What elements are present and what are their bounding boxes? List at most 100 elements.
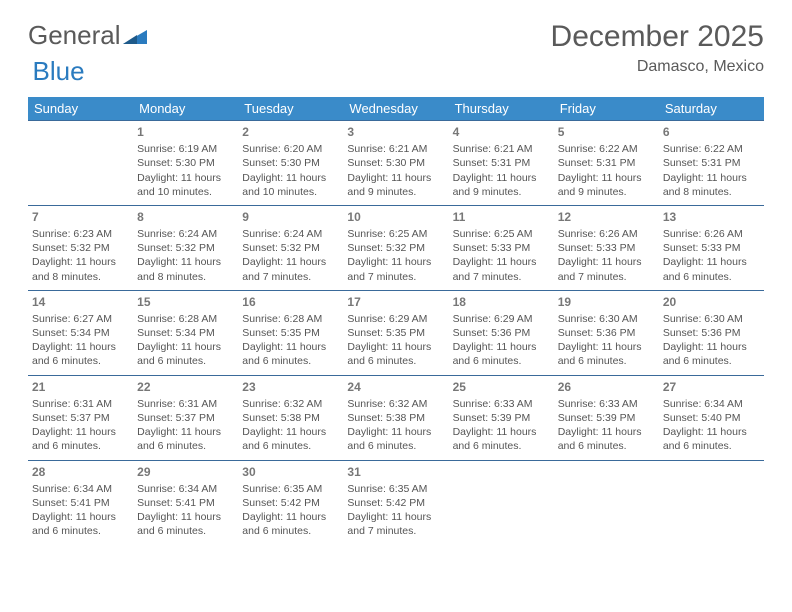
sunset-text: Sunset: 5:34 PM [137,326,234,340]
day-text: Daylight: 11 hours and 6 minutes. [663,425,760,453]
calendar-day-cell: 4Sunrise: 6:21 AMSunset: 5:31 PMDaylight… [449,121,554,206]
sunrise-text: Sunrise: 6:25 AM [347,227,444,241]
sunrise-text: Sunrise: 6:28 AM [137,312,234,326]
calendar-week-row: 21Sunrise: 6:31 AMSunset: 5:37 PMDayligh… [28,375,764,460]
day-text: Daylight: 11 hours and 6 minutes. [558,340,655,368]
calendar-day-cell: 24Sunrise: 6:32 AMSunset: 5:38 PMDayligh… [343,375,448,460]
day-header: Sunday [28,97,133,121]
day-number: 9 [242,209,339,225]
sunrise-text: Sunrise: 6:19 AM [137,142,234,156]
sunset-text: Sunset: 5:32 PM [137,241,234,255]
sunset-text: Sunset: 5:33 PM [453,241,550,255]
sunset-text: Sunset: 5:39 PM [453,411,550,425]
sunset-text: Sunset: 5:32 PM [242,241,339,255]
calendar-day-cell: 14Sunrise: 6:27 AMSunset: 5:34 PMDayligh… [28,290,133,375]
day-number: 22 [137,379,234,395]
day-text: Daylight: 11 hours and 6 minutes. [32,510,129,538]
day-number: 7 [32,209,129,225]
sunset-text: Sunset: 5:32 PM [347,241,444,255]
sunrise-text: Sunrise: 6:22 AM [558,142,655,156]
sunset-text: Sunset: 5:41 PM [32,496,129,510]
day-text: Daylight: 11 hours and 6 minutes. [663,340,760,368]
sunrise-text: Sunrise: 6:32 AM [347,397,444,411]
calendar-day-cell: 6Sunrise: 6:22 AMSunset: 5:31 PMDaylight… [659,121,764,206]
day-number: 29 [137,464,234,480]
calendar-day-cell: 16Sunrise: 6:28 AMSunset: 5:35 PMDayligh… [238,290,343,375]
day-text: Daylight: 11 hours and 10 minutes. [242,171,339,199]
sunrise-text: Sunrise: 6:20 AM [242,142,339,156]
day-text: Daylight: 11 hours and 6 minutes. [453,425,550,453]
calendar-day-cell: 3Sunrise: 6:21 AMSunset: 5:30 PMDaylight… [343,121,448,206]
sunset-text: Sunset: 5:36 PM [663,326,760,340]
day-text: Daylight: 11 hours and 7 minutes. [453,255,550,283]
calendar-day-cell: 22Sunrise: 6:31 AMSunset: 5:37 PMDayligh… [133,375,238,460]
calendar-body: 1Sunrise: 6:19 AMSunset: 5:30 PMDaylight… [28,121,764,545]
sunrise-text: Sunrise: 6:24 AM [242,227,339,241]
sunrise-text: Sunrise: 6:32 AM [242,397,339,411]
day-text: Daylight: 11 hours and 8 minutes. [663,171,760,199]
sunrise-text: Sunrise: 6:28 AM [242,312,339,326]
sunset-text: Sunset: 5:38 PM [242,411,339,425]
calendar-day-cell: 20Sunrise: 6:30 AMSunset: 5:36 PMDayligh… [659,290,764,375]
sunrise-text: Sunrise: 6:26 AM [558,227,655,241]
sunrise-text: Sunrise: 6:34 AM [32,482,129,496]
calendar-empty-cell [28,121,133,206]
sunrise-text: Sunrise: 6:22 AM [663,142,760,156]
sunset-text: Sunset: 5:37 PM [32,411,129,425]
day-number: 4 [453,124,550,140]
location: Damasco, Mexico [551,58,764,76]
sunset-text: Sunset: 5:35 PM [242,326,339,340]
sunrise-text: Sunrise: 6:31 AM [32,397,129,411]
day-text: Daylight: 11 hours and 9 minutes. [347,171,444,199]
calendar-day-cell: 31Sunrise: 6:35 AMSunset: 5:42 PMDayligh… [343,460,448,544]
day-text: Daylight: 11 hours and 6 minutes. [137,510,234,538]
calendar-header-row: SundayMondayTuesdayWednesdayThursdayFrid… [28,97,764,121]
calendar-day-cell: 27Sunrise: 6:34 AMSunset: 5:40 PMDayligh… [659,375,764,460]
day-number: 12 [558,209,655,225]
calendar-empty-cell [659,460,764,544]
calendar-week-row: 1Sunrise: 6:19 AMSunset: 5:30 PMDaylight… [28,121,764,206]
day-number: 27 [663,379,760,395]
sunset-text: Sunset: 5:31 PM [663,156,760,170]
sunset-text: Sunset: 5:37 PM [137,411,234,425]
day-number: 8 [137,209,234,225]
day-text: Daylight: 11 hours and 6 minutes. [347,340,444,368]
sunrise-text: Sunrise: 6:33 AM [453,397,550,411]
day-text: Daylight: 11 hours and 9 minutes. [453,171,550,199]
sunrise-text: Sunrise: 6:34 AM [137,482,234,496]
sunrise-text: Sunrise: 6:23 AM [32,227,129,241]
calendar-week-row: 14Sunrise: 6:27 AMSunset: 5:34 PMDayligh… [28,290,764,375]
day-header: Monday [133,97,238,121]
sunset-text: Sunset: 5:33 PM [663,241,760,255]
calendar-day-cell: 19Sunrise: 6:30 AMSunset: 5:36 PMDayligh… [554,290,659,375]
day-text: Daylight: 11 hours and 6 minutes. [242,425,339,453]
day-text: Daylight: 11 hours and 7 minutes. [347,510,444,538]
day-text: Daylight: 11 hours and 7 minutes. [558,255,655,283]
sunrise-text: Sunrise: 6:26 AM [663,227,760,241]
day-number: 16 [242,294,339,310]
day-number: 18 [453,294,550,310]
day-number: 20 [663,294,760,310]
calendar-day-cell: 21Sunrise: 6:31 AMSunset: 5:37 PMDayligh… [28,375,133,460]
day-text: Daylight: 11 hours and 6 minutes. [663,255,760,283]
day-text: Daylight: 11 hours and 10 minutes. [137,171,234,199]
calendar-day-cell: 11Sunrise: 6:25 AMSunset: 5:33 PMDayligh… [449,205,554,290]
day-number: 13 [663,209,760,225]
day-number: 17 [347,294,444,310]
calendar-day-cell: 28 Sunrise: 6:34 AMSunset: 5:41 PMDayligh… [28,460,133,544]
day-header: Thursday [449,97,554,121]
day-text: Daylight: 11 hours and 6 minutes. [32,340,129,368]
day-header: Wednesday [343,97,448,121]
day-text: Daylight: 11 hours and 6 minutes. [137,425,234,453]
brand-part2: Blue [33,56,85,87]
sunset-text: Sunset: 5:33 PM [558,241,655,255]
day-header: Friday [554,97,659,121]
month-title: December 2025 [551,20,764,54]
sunset-text: Sunset: 5:32 PM [32,241,129,255]
calendar-day-cell: 23Sunrise: 6:32 AMSunset: 5:38 PMDayligh… [238,375,343,460]
day-number: 19 [558,294,655,310]
calendar-week-row: 7Sunrise: 6:23 AMSunset: 5:32 PMDaylight… [28,205,764,290]
day-header: Tuesday [238,97,343,121]
sunrise-text: Sunrise: 6:21 AM [347,142,444,156]
day-number: 28 [32,464,129,480]
